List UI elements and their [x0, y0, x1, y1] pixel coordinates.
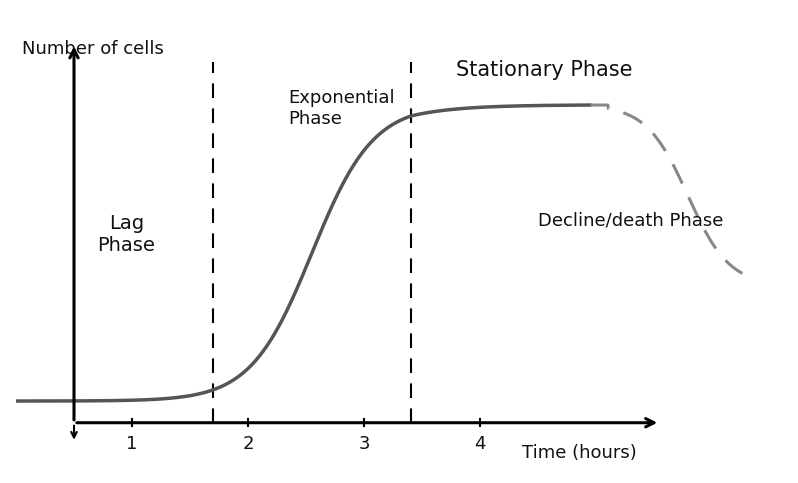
Text: 1: 1 — [126, 435, 138, 454]
Text: 3: 3 — [358, 435, 370, 454]
Text: Exponential
Phase: Exponential Phase — [289, 89, 395, 128]
Text: Time (hours): Time (hours) — [522, 444, 636, 462]
Text: Number of cells: Number of cells — [22, 40, 164, 58]
Text: 2: 2 — [243, 435, 254, 454]
Text: Stationary Phase: Stationary Phase — [456, 60, 632, 81]
Text: Lag
Phase: Lag Phase — [97, 214, 155, 256]
Text: 4: 4 — [475, 435, 486, 454]
Text: Decline/death Phase: Decline/death Phase — [539, 212, 724, 229]
